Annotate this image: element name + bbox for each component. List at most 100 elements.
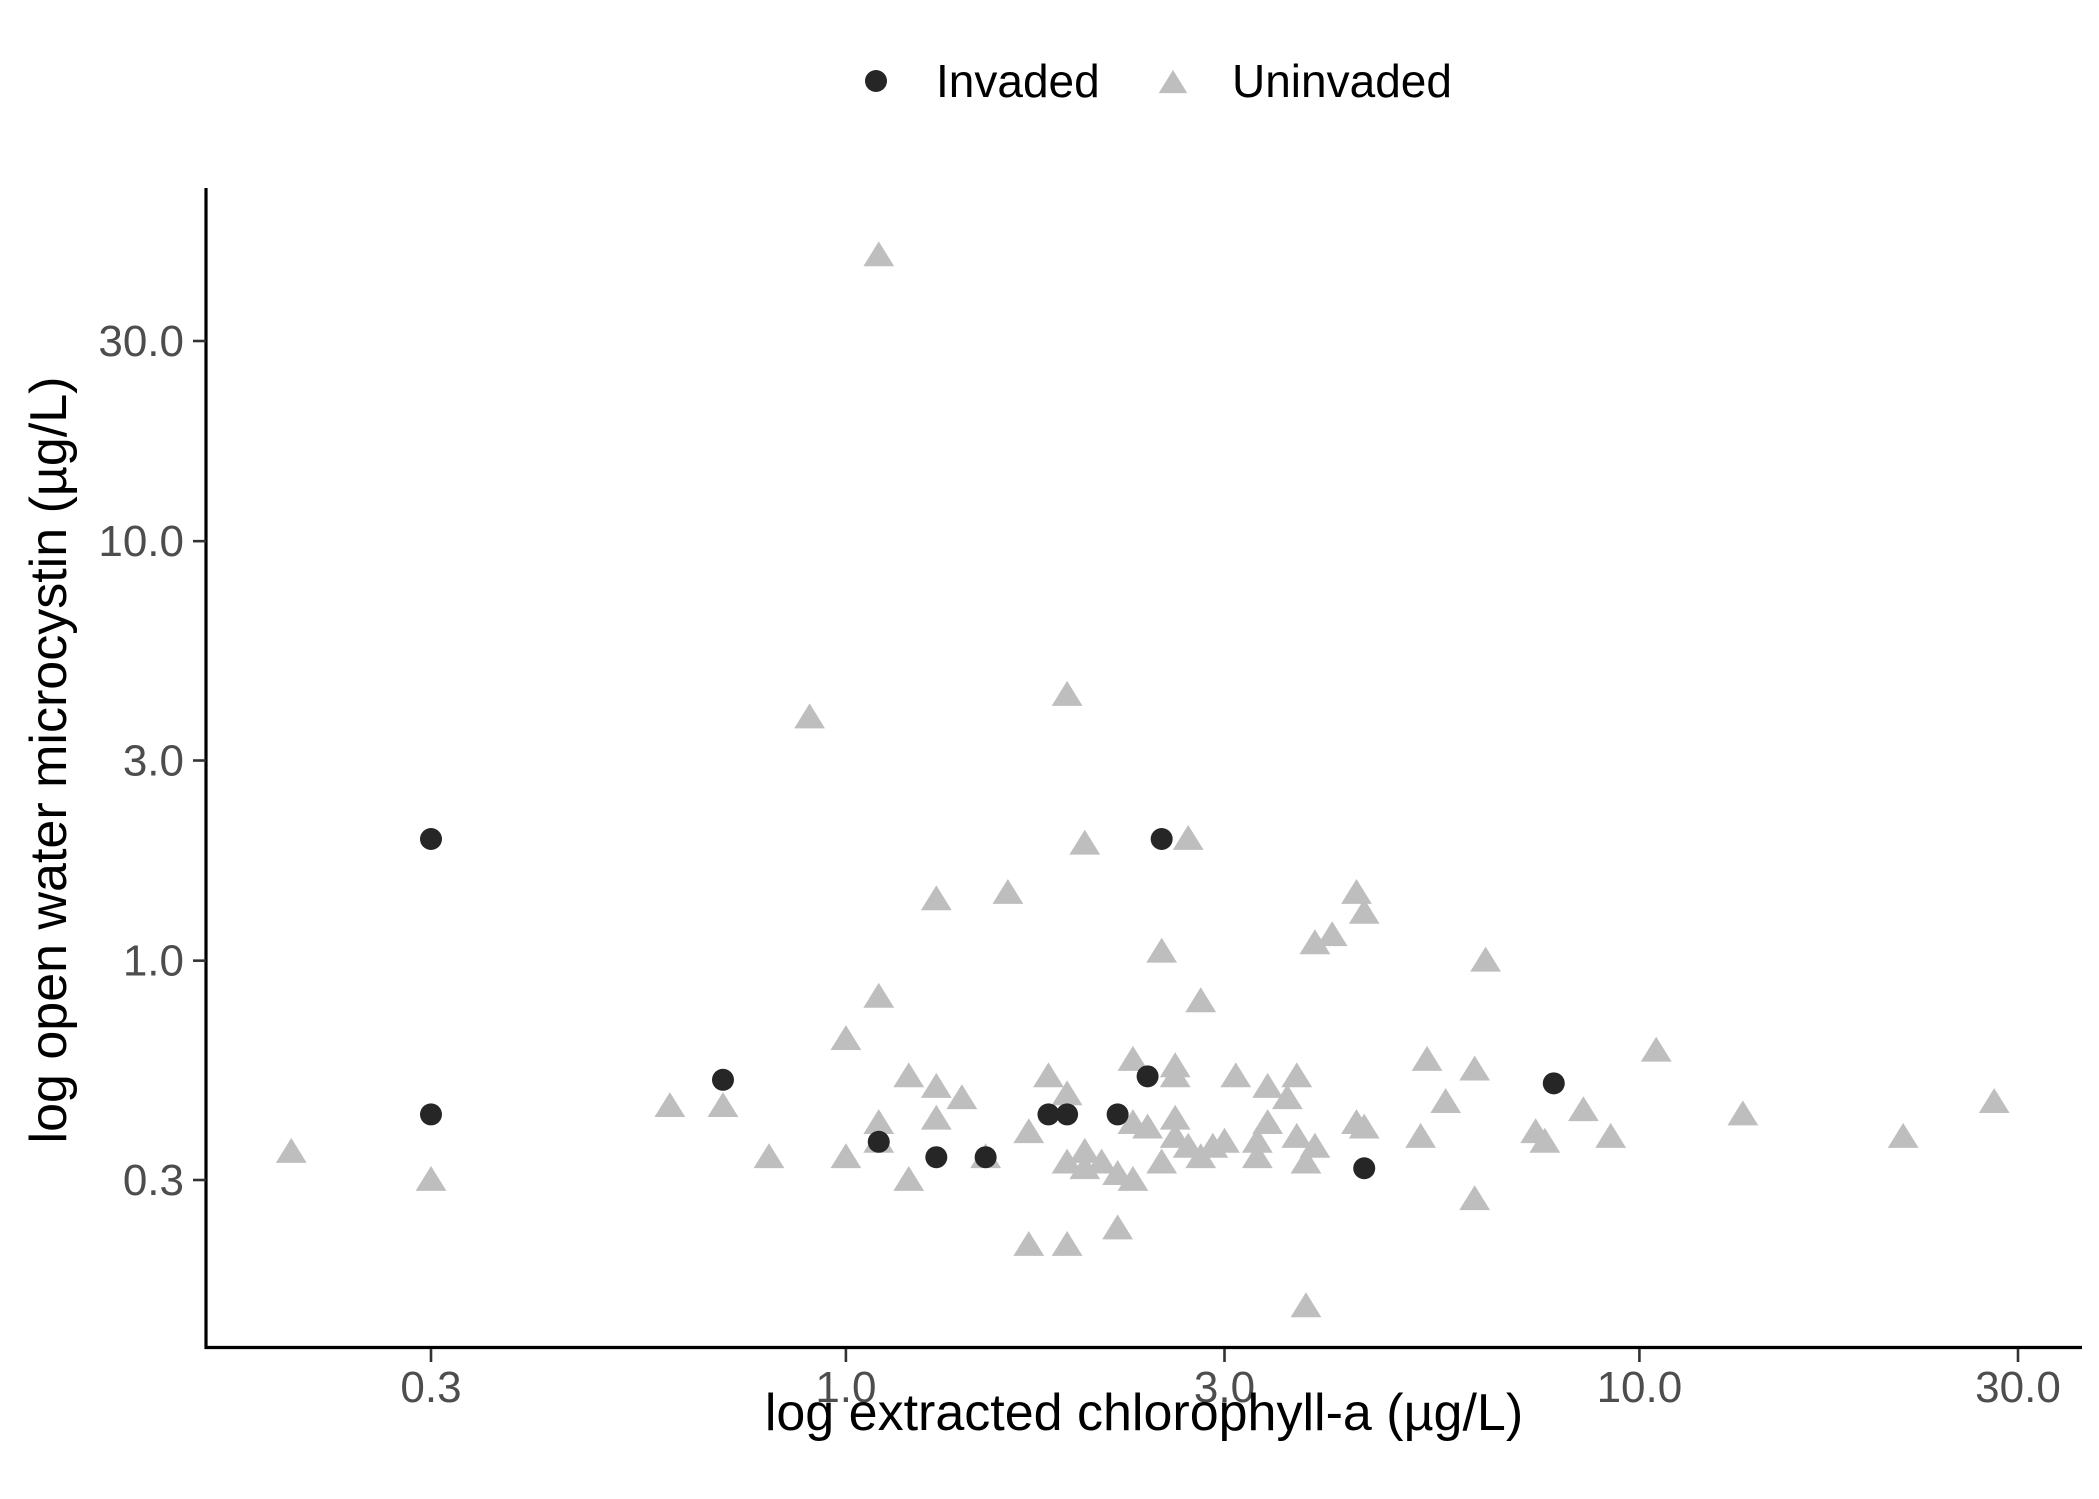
uninvaded-point [1102,1214,1134,1240]
uninvaded-point [992,878,1024,904]
uninvaded-point [920,1104,952,1130]
y-tick-label: 1.0 [123,937,184,986]
uninvaded-point [1051,1230,1083,1256]
invaded-point [1056,1103,1079,1126]
invaded-point [1353,1157,1376,1180]
invaded-point [925,1146,948,1169]
uninvaded-point [1159,1104,1191,1130]
uninvaded-point [893,1062,925,1088]
uninvaded-point [1159,1062,1191,1088]
x-axis-title: log extracted chlorophyll-a (µg/L) [765,1384,1523,1442]
uninvaded-point [1051,1080,1083,1106]
uninvaded-point [1567,1096,1599,1122]
invaded-point [867,1130,890,1153]
x-tick-label: 1.0 [815,1363,876,1412]
uninvaded-point [1411,1045,1443,1071]
uninvaded-point [1316,921,1348,947]
uninvaded-point [920,885,952,911]
invaded-point [420,827,442,850]
invaded-point [1542,1072,1565,1095]
uninvaded-point [830,1143,862,1169]
invaded-point [974,1146,997,1169]
uninvaded-point [1252,1072,1284,1098]
uninvaded-point [863,1109,895,1135]
uninvaded-point [920,1072,952,1098]
uninvaded-point [1281,1062,1313,1088]
uninvaded-point [1290,1292,1322,1318]
x-tick-label: 30.0 [1975,1363,2061,1412]
uninvaded-point [1069,1137,1101,1163]
y-tick-label: 30.0 [98,317,184,366]
uninvaded-point [1281,1122,1313,1148]
uninvaded-point [707,1092,739,1118]
x-axis-ticks: 0.3 1.0 3.0 10.0 30.0 [400,1349,2061,1412]
x-tick-label: 0.3 [400,1363,461,1412]
uninvaded-point [1117,1166,1149,1191]
y-axis-ticks: 0.3 1.0 3.0 10.0 30.0 [98,317,206,1205]
legend-uninvaded-marker [1158,70,1188,94]
legend-invaded-marker [865,70,887,92]
invaded-point [1037,1103,1060,1126]
y-axis-title: log open water microcystin (µg/L) [20,377,78,1144]
uninvaded-point [1299,929,1331,955]
uninvaded-point [1051,680,1083,706]
invaded-point [711,1068,734,1091]
invaded-point [1106,1103,1129,1126]
uninvaded-point [1241,1127,1273,1153]
uninvaded-point [893,1166,925,1191]
uninvaded-point [1241,1143,1273,1169]
x-tick-label: 10.0 [1597,1363,1683,1412]
uninvaded-point [1430,1088,1462,1114]
uninvaded-point [1185,987,1217,1013]
x-tick-label: 3.0 [1194,1363,1255,1412]
invaded-point [420,1103,442,1126]
uninvaded-point [1459,1185,1491,1211]
invaded-point [1150,827,1173,850]
uninvaded-point [1348,898,1380,924]
uninvaded-point [1209,1127,1240,1153]
uninvaded-point [1640,1036,1672,1062]
uninvaded-point [415,1166,447,1191]
uninvaded-point [946,1084,978,1110]
uninvaded-point [1470,946,1502,972]
uninvaded-point [1013,1118,1045,1144]
uninvaded-point [1459,1055,1491,1081]
uninvaded-point [1595,1122,1627,1148]
y-tick-label: 3.0 [123,737,184,786]
y-tick-label: 10.0 [98,517,184,566]
uninvaded-point [1013,1230,1045,1256]
uninvaded-point [830,1025,862,1051]
uninvaded-point [1220,1062,1252,1088]
legend-uninvaded-label: Uninvaded [1232,55,1452,107]
uninvaded-point [1069,829,1101,855]
uninvaded-point [1172,824,1204,850]
uninvaded-point [1086,1148,1117,1174]
uninvaded-point [1146,1148,1178,1174]
y-tick-label: 0.3 [123,1156,184,1205]
uninvaded-point [1252,1109,1284,1135]
uninvaded-point [1146,937,1178,963]
uninvaded-point [1117,1045,1149,1071]
uninvaded-point [1887,1122,1919,1148]
uninvaded-point [1978,1088,2010,1114]
invaded-points [420,827,1565,1180]
uninvaded-point [1299,1132,1331,1158]
uninvaded-point [1033,1062,1064,1088]
uninvaded-point [1529,1127,1561,1153]
uninvaded-point [654,1092,686,1118]
uninvaded-point [1727,1100,1759,1126]
uninvaded-point [794,703,825,729]
uninvaded-point [863,241,895,267]
uninvaded-point [1341,878,1372,904]
uninvaded-point [1051,1148,1083,1174]
invaded-point [1136,1065,1159,1088]
uninvaded-point [275,1137,307,1163]
uninvaded-point [863,982,895,1008]
legend: Invaded Uninvaded [865,55,1452,107]
uninvaded-point [1405,1122,1437,1148]
uninvaded-point [1132,1113,1164,1139]
uninvaded-point [1290,1148,1322,1174]
uninvaded-point [1271,1084,1303,1110]
